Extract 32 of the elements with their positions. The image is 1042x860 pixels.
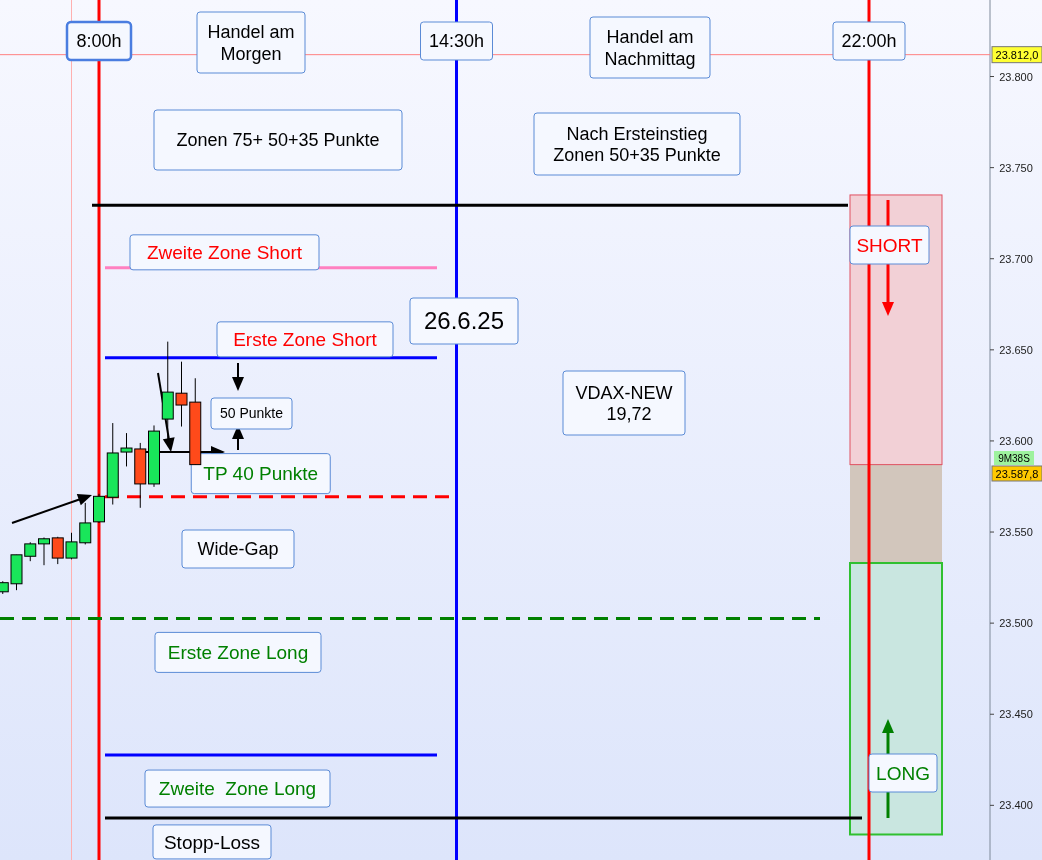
- candlestick: [38, 537, 50, 566]
- annotation: VDAX-NEW 19,72: [575, 382, 673, 425]
- annotation: Zonen 75+ 50+35 Punkte: [176, 130, 380, 151]
- y-tick-label: 23.700: [999, 252, 1033, 265]
- y-tick-label: 23.500: [999, 617, 1033, 630]
- y-tick-label: 23.450: [999, 708, 1033, 721]
- y-tick-label: 23.650: [999, 343, 1033, 356]
- text: 23.587,8: [995, 467, 1039, 480]
- y-tick-label: 23.600: [999, 434, 1033, 447]
- band-label: LONG: [876, 762, 930, 784]
- annotation: 50 Punkte: [219, 405, 284, 422]
- ref-line-label: 23.812,0: [995, 48, 1039, 61]
- ref-line-label: Stopp-Loss: [163, 831, 261, 853]
- ref-line-label: 22:00h: [841, 31, 897, 52]
- band-label: SHORT: [856, 234, 923, 256]
- ref-line-label: Zweite Zone Long: [158, 778, 317, 800]
- ref-line-label: Erste Zone Long: [167, 642, 309, 664]
- ref-line-label: Zweite Zone Short: [146, 241, 303, 263]
- y-tick-label: 23.800: [999, 70, 1033, 83]
- ref-line-label: Erste Zone Short: [233, 329, 378, 350]
- ref-line-label: 14:30h: [428, 31, 485, 52]
- ref-line-label: 8:00h: [76, 31, 122, 52]
- annotation: 26.6.25: [423, 307, 505, 335]
- y-tick-label: 23.400: [999, 799, 1033, 812]
- annotation: TP 40 Punkte: [203, 463, 319, 485]
- annotation: Handel am Morgen: [207, 22, 295, 64]
- y-tick-label: 23.750: [999, 161, 1033, 174]
- annotation: Handel am Nachmittag: [604, 27, 696, 69]
- annotation: Nach Ersteinstieg Zonen 50+35 Punkte: [553, 123, 721, 166]
- text: 9M38S: [998, 453, 1031, 464]
- y-tick-label: 23.550: [999, 526, 1033, 539]
- annotation: Wide-Gap: [197, 539, 279, 560]
